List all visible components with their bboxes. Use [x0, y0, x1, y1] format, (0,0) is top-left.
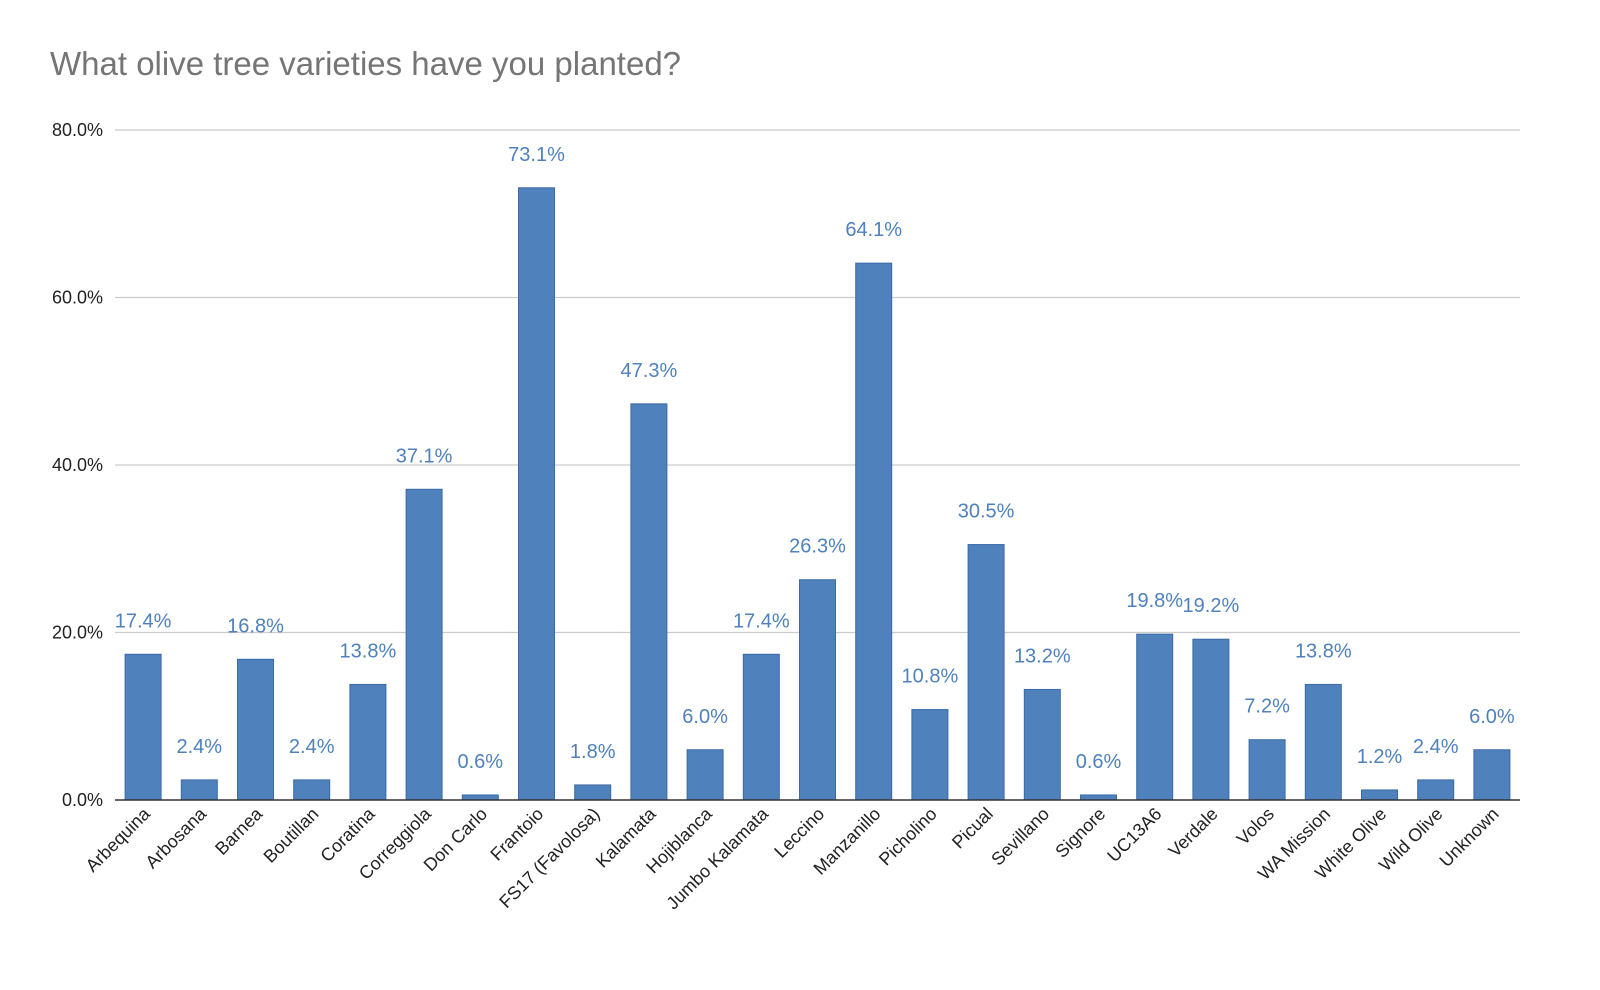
- x-tick-label: Arbosana: [141, 803, 210, 872]
- bar: [349, 683, 387, 801]
- bar: [1417, 779, 1455, 801]
- data-label: 37.1%: [396, 445, 453, 467]
- bar: [799, 579, 836, 801]
- bar: [461, 794, 499, 801]
- y-tick-label: 60.0%: [52, 288, 103, 308]
- data-label: 30.5%: [958, 501, 1015, 523]
- bar: [1136, 633, 1174, 801]
- y-tick-label: 40.0%: [52, 455, 103, 475]
- y-tick-label: 20.0%: [52, 623, 103, 643]
- bar: [686, 749, 724, 801]
- bar: [630, 403, 668, 801]
- bar: [180, 779, 218, 801]
- bar: [1304, 683, 1342, 801]
- bar: [518, 187, 555, 801]
- bar: [574, 784, 612, 801]
- chart-title: What olive tree varieties have you plant…: [50, 45, 682, 82]
- x-tick-label: Picual: [948, 804, 997, 853]
- bar: [967, 544, 1005, 801]
- bar: [1080, 794, 1117, 801]
- data-label: 10.8%: [902, 666, 959, 688]
- y-tick-label: 80.0%: [52, 120, 103, 140]
- data-label: 47.3%: [621, 360, 678, 382]
- x-tick-label: Arbequina: [82, 803, 155, 876]
- x-tick-label: Signore: [1051, 804, 1109, 862]
- x-tick-label: Sevillano: [987, 804, 1053, 870]
- data-label: 73.1%: [508, 144, 565, 166]
- data-label: 13.8%: [1295, 640, 1352, 662]
- data-label: 7.2%: [1244, 696, 1290, 718]
- data-label: 17.4%: [115, 610, 172, 632]
- x-tick-label: UC13A6: [1103, 804, 1165, 866]
- data-label: 16.8%: [227, 615, 284, 637]
- data-label: 0.6%: [458, 751, 504, 773]
- data-label: 0.6%: [1076, 751, 1122, 773]
- data-label: 19.8%: [1126, 590, 1183, 612]
- bar: [1192, 638, 1230, 801]
- bar: [855, 262, 893, 801]
- data-label: 1.8%: [570, 741, 616, 763]
- bar: [1361, 789, 1398, 801]
- data-label: 26.3%: [789, 536, 846, 558]
- data-label: 13.8%: [340, 640, 397, 662]
- data-label: 6.0%: [682, 706, 728, 728]
- data-label: 2.4%: [1413, 736, 1459, 758]
- x-tick-label: Barnea: [211, 803, 267, 859]
- bar: [1248, 739, 1286, 801]
- data-label: 2.4%: [177, 736, 223, 758]
- data-label: 6.0%: [1469, 706, 1515, 728]
- x-tick-label: Unknown: [1436, 804, 1503, 871]
- bar: [1473, 749, 1511, 801]
- bar: [124, 653, 162, 801]
- x-tick-label: Picholino: [875, 804, 941, 870]
- bar: [293, 779, 331, 801]
- x-tick-label: Volos: [1233, 804, 1278, 849]
- bar: [237, 658, 274, 801]
- x-tick-label: FS17 (Favolosa): [495, 804, 603, 912]
- bar: [1023, 688, 1061, 801]
- data-label: 64.1%: [845, 219, 902, 241]
- bar: [405, 488, 443, 801]
- x-tick-label: Verdale: [1164, 804, 1221, 861]
- x-tick-label: Jumbo Kalamata: [662, 803, 772, 913]
- data-label: 19.2%: [1183, 595, 1240, 617]
- y-tick-label: 0.0%: [62, 790, 103, 810]
- data-label: 17.4%: [733, 610, 790, 632]
- data-label: 13.2%: [1014, 645, 1071, 667]
- bar: [742, 653, 780, 801]
- data-label: 1.2%: [1357, 746, 1403, 768]
- x-tick-label: Leccino: [770, 804, 828, 862]
- data-label: 2.4%: [289, 736, 335, 758]
- bar: [911, 709, 949, 801]
- x-tick-label: Boutillan: [260, 804, 323, 867]
